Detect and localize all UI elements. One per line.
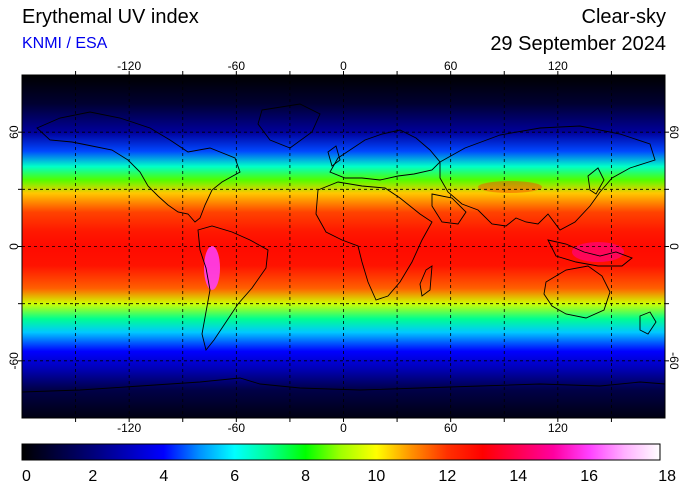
lon-label-bottom: 60 <box>444 421 458 435</box>
lon-label-top: -120 <box>117 59 141 73</box>
colorbar-tick-label: 2 <box>88 468 97 485</box>
coastline-antarctica <box>22 377 665 393</box>
lon-label-top: 120 <box>548 59 568 73</box>
coastline-south-america <box>197 225 269 351</box>
coastline-madagascar <box>419 265 433 297</box>
coastline-japan <box>587 167 605 195</box>
map-ticks <box>18 71 669 422</box>
lat-label-left: 0 <box>7 243 21 250</box>
maritime-continent-uv-maximum <box>572 242 624 262</box>
coastline-australia <box>543 265 611 319</box>
colorbar-tick-label: 6 <box>230 468 239 485</box>
lon-label-bottom: -120 <box>117 421 141 435</box>
lon-label-bottom: 120 <box>548 421 568 435</box>
lat-label-left: -60 <box>7 352 21 370</box>
graticule <box>22 75 665 418</box>
longitude-labels: -120 -120 -60 -60 0 0 60 60 120 120 <box>117 59 568 435</box>
colorbar-tick-label: 0 <box>22 468 31 485</box>
colorbar-tick-label: 18 <box>658 468 676 485</box>
coastline-asia <box>439 125 656 231</box>
colorbar-tick-label: 8 <box>301 468 310 485</box>
date-label: 29 September 2024 <box>490 33 666 55</box>
coastline-new-zealand <box>639 311 657 335</box>
latitude-labels: -60 -60 0 0 60 60 <box>7 125 681 370</box>
coastline-africa <box>315 181 433 301</box>
colorbar-tick-label: 16 <box>580 468 598 485</box>
lon-label-bottom: -60 <box>228 421 246 435</box>
tibet-uv-maximum <box>478 181 542 193</box>
lon-label-bottom: 0 <box>340 421 347 435</box>
colorbar <box>21 443 661 461</box>
colorbar-tick-label: 14 <box>509 468 527 485</box>
coastline-arabia <box>431 193 467 225</box>
coastline-europe <box>329 129 441 181</box>
sky-condition-label: Clear-sky <box>581 6 666 28</box>
coastline-indonesia <box>547 239 633 267</box>
lat-label-right: 60 <box>667 125 681 139</box>
lat-label-right: 0 <box>667 243 681 250</box>
coastline-greenland <box>257 103 321 149</box>
credit-label: KNMI / ESA <box>22 35 108 52</box>
coastlines <box>22 103 665 393</box>
colorbar-tick-label: 4 <box>159 468 168 485</box>
lon-label-top: 0 <box>340 59 347 73</box>
lon-label-top: 60 <box>444 59 458 73</box>
chart-title: Erythemal UV index <box>22 6 199 28</box>
map-area <box>22 75 665 418</box>
lon-label-top: -60 <box>228 59 246 73</box>
lat-label-left: 60 <box>7 125 21 139</box>
colorbar-labels: 0 2 4 6 8 10 12 14 16 18 <box>22 468 676 485</box>
colorbar-tick-label: 12 <box>438 468 456 485</box>
colorbar-tick-label: 10 <box>368 468 386 485</box>
lat-label-right: -60 <box>667 352 681 370</box>
coastline-uk <box>327 145 341 167</box>
